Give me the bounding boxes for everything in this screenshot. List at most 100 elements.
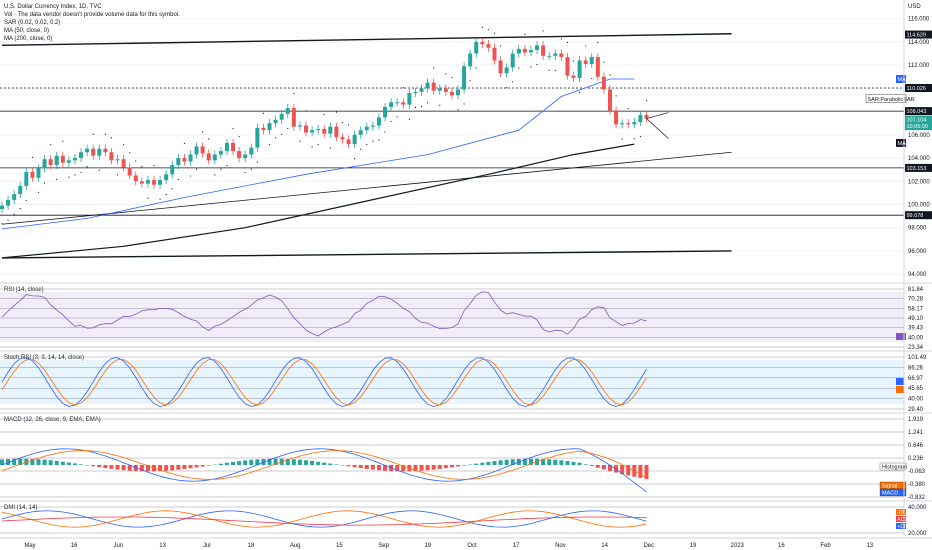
candle[interactable] — [492, 47, 497, 61]
candle[interactable] — [18, 185, 23, 195]
candle[interactable] — [79, 152, 84, 159]
price-tag[interactable] — [905, 83, 932, 92]
candle[interactable] — [516, 48, 521, 54]
dmi-tag[interactable] — [896, 516, 906, 522]
candle[interactable] — [407, 92, 412, 105]
candle[interactable] — [510, 53, 515, 68]
candle[interactable] — [121, 159, 126, 168]
candle[interactable] — [224, 142, 229, 152]
candle[interactable] — [127, 167, 132, 176]
candle[interactable] — [285, 108, 290, 114]
candle[interactable] — [231, 142, 236, 152]
candle[interactable] — [528, 50, 533, 53]
candle[interactable] — [297, 125, 302, 127]
candle[interactable] — [206, 153, 211, 161]
trendline[interactable] — [1, 250, 732, 259]
candle[interactable] — [425, 82, 430, 89]
ma50-line[interactable] — [1, 78, 635, 230]
candle[interactable] — [139, 181, 144, 184]
candle[interactable] — [638, 115, 643, 123]
candle[interactable] — [480, 41, 485, 45]
candle[interactable] — [133, 175, 138, 182]
candle[interactable] — [376, 117, 381, 126]
candle[interactable] — [72, 158, 77, 161]
candle[interactable] — [200, 146, 205, 154]
candle[interactable] — [42, 159, 47, 169]
candle[interactable] — [547, 55, 552, 57]
candle[interactable] — [620, 123, 625, 125]
candle[interactable] — [383, 106, 388, 118]
candle[interactable] — [158, 180, 163, 185]
candle[interactable] — [212, 154, 217, 161]
candle[interactable] — [267, 123, 272, 131]
candle[interactable] — [443, 88, 448, 92]
candle[interactable] — [255, 127, 260, 148]
projection-arrow-down[interactable] — [646, 118, 669, 139]
dmi-minus-line[interactable] — [1, 510, 647, 528]
candle[interactable] — [583, 60, 588, 64]
candle[interactable] — [237, 151, 242, 159]
stoch-k-tag[interactable] — [896, 378, 904, 385]
main-pane[interactable] — [0, 26, 904, 259]
candle[interactable] — [577, 60, 582, 78]
candle[interactable] — [553, 53, 558, 56]
candle[interactable] — [456, 89, 460, 96]
candle[interactable] — [36, 168, 41, 178]
indicator-sar-label[interactable]: SAR (0.02, 0.02, 0.2) — [4, 20, 60, 26]
candle[interactable] — [291, 108, 296, 127]
candle[interactable] — [6, 199, 11, 206]
candle[interactable] — [54, 155, 59, 166]
price-axis[interactable]: 116.000114.000112.000110.000108.000106.0… — [865, 0, 932, 538]
candle[interactable] — [304, 125, 308, 133]
candle[interactable] — [66, 160, 71, 163]
candle[interactable] — [541, 45, 546, 56]
candle[interactable] — [182, 158, 187, 162]
candle[interactable] — [431, 82, 436, 91]
candle[interactable] — [437, 88, 442, 91]
stoch-d-tag[interactable] — [896, 386, 904, 393]
dmi-tag[interactable] — [896, 509, 906, 515]
candle[interactable] — [218, 151, 223, 155]
candle[interactable] — [370, 125, 375, 127]
candle[interactable] — [194, 146, 199, 155]
candle[interactable] — [389, 102, 394, 107]
candle[interactable] — [170, 165, 175, 175]
candle[interactable] — [188, 154, 193, 162]
candle[interactable] — [340, 137, 345, 140]
price-tag[interactable] — [865, 94, 907, 103]
candle[interactable] — [30, 171, 35, 178]
rsi-line[interactable] — [1, 291, 647, 337]
candle[interactable] — [279, 113, 284, 120]
price-tag[interactable] — [905, 115, 932, 124]
candle[interactable] — [522, 48, 527, 53]
candle[interactable] — [401, 102, 406, 105]
price-tag[interactable] — [905, 122, 932, 131]
pane-title[interactable]: Stoch RSI (3, 3, 14, 14, close) — [4, 355, 84, 361]
candle[interactable] — [322, 128, 327, 134]
candle[interactable] — [589, 56, 594, 64]
pane-title[interactable]: DMI (14, 14) — [4, 505, 37, 511]
candle[interactable] — [48, 159, 53, 166]
candle[interactable] — [601, 76, 606, 90]
candle[interactable] — [0, 205, 4, 210]
candle[interactable] — [243, 154, 248, 159]
price-tag[interactable] — [896, 75, 906, 84]
candle[interactable] — [85, 148, 90, 153]
candle[interactable] — [364, 126, 369, 131]
candle[interactable] — [413, 91, 418, 93]
candle[interactable] — [103, 148, 108, 153]
stoch-d-line[interactable] — [1, 358, 647, 406]
candle[interactable] — [60, 155, 65, 163]
candle[interactable] — [608, 89, 612, 111]
candle[interactable] — [152, 180, 156, 185]
candle[interactable] — [109, 152, 114, 161]
time-axis[interactable]: May 16 Jun 13 Jul 18 Aug 15 Sep 19 Oct 17 Nov 14 Dec 19… — [0, 537, 932, 549]
candle[interactable] — [595, 56, 600, 77]
candle[interactable] — [316, 128, 321, 131]
candle[interactable] — [358, 130, 363, 135]
indicator-ma200-label[interactable]: MA (200, close, 0) — [4, 36, 52, 42]
price-tag[interactable] — [905, 211, 932, 220]
candle[interactable] — [334, 126, 339, 138]
macd-line[interactable] — [1, 448, 647, 493]
candle[interactable] — [498, 60, 503, 74]
